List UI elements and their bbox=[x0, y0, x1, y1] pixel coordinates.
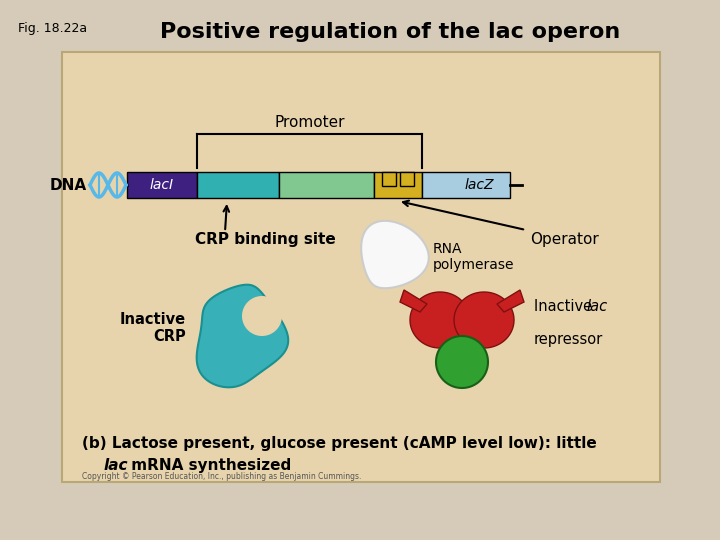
Polygon shape bbox=[361, 221, 428, 288]
Bar bbox=[374, 172, 422, 198]
Text: lac: lac bbox=[104, 458, 128, 473]
FancyBboxPatch shape bbox=[62, 52, 660, 482]
Text: mRNA synthesized: mRNA synthesized bbox=[126, 458, 292, 473]
Polygon shape bbox=[497, 290, 524, 312]
Text: Fig. 18.22a: Fig. 18.22a bbox=[18, 22, 87, 35]
Text: CRP binding site: CRP binding site bbox=[195, 232, 336, 247]
Bar bbox=[197, 172, 279, 198]
Polygon shape bbox=[400, 290, 427, 312]
Text: (b) Lactose present, glucose present (cAMP level low): little: (b) Lactose present, glucose present (cA… bbox=[82, 436, 597, 451]
Polygon shape bbox=[197, 285, 288, 387]
Polygon shape bbox=[436, 336, 488, 388]
Text: DNA: DNA bbox=[50, 178, 87, 192]
Text: RNA
polymerase: RNA polymerase bbox=[433, 242, 515, 272]
Bar bbox=[400, 172, 414, 186]
Text: Operator: Operator bbox=[530, 232, 599, 247]
Polygon shape bbox=[454, 292, 514, 348]
Text: repressor: repressor bbox=[534, 332, 603, 347]
Text: Inactive
CRP: Inactive CRP bbox=[120, 312, 186, 344]
Bar bbox=[422, 172, 510, 198]
Bar bbox=[127, 172, 197, 198]
Polygon shape bbox=[410, 292, 470, 348]
Bar bbox=[279, 172, 374, 198]
Text: lac: lac bbox=[586, 299, 607, 314]
Text: Inactive: Inactive bbox=[534, 299, 597, 314]
Text: Promoter: Promoter bbox=[274, 115, 345, 130]
Text: Positive regulation of the lac operon: Positive regulation of the lac operon bbox=[160, 22, 620, 42]
Text: lacZ: lacZ bbox=[464, 178, 494, 192]
Text: lacI: lacI bbox=[150, 178, 174, 192]
Bar bbox=[382, 172, 396, 186]
Polygon shape bbox=[242, 296, 282, 336]
Text: Copyright © Pearson Education, Inc., publishing as Benjamin Cummings.: Copyright © Pearson Education, Inc., pub… bbox=[82, 472, 361, 481]
